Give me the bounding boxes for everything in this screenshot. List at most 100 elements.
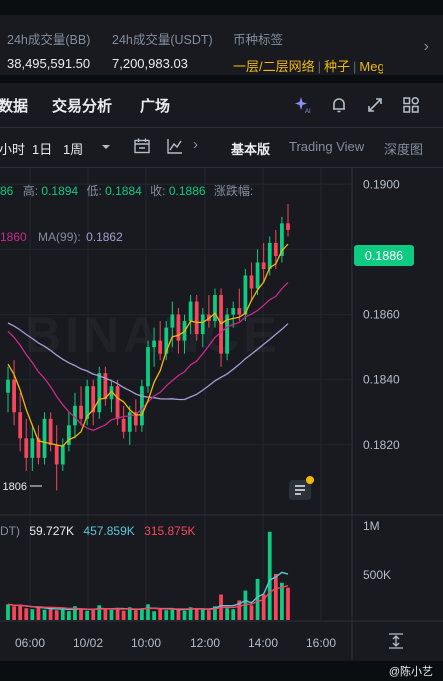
volume-ma5-value: 457.859K <box>83 524 135 538</box>
volume-bar <box>18 605 23 620</box>
ma7-line <box>7 243 289 447</box>
note-icon-dot <box>306 476 314 484</box>
volume-bars <box>6 531 290 620</box>
interval-hour[interactable]: 小时 <box>0 142 26 157</box>
candle-body <box>48 418 53 445</box>
candle-body <box>176 314 181 341</box>
stat-tags: 币种标签 一层/二层网络 | 种子 | Meg <box>233 29 383 75</box>
volume-bar <box>267 531 272 620</box>
price-tick-label: 0.1840 <box>363 373 400 387</box>
volume-bar <box>286 587 290 620</box>
candle-body <box>200 314 205 335</box>
grid-layout-icon[interactable] <box>401 95 421 115</box>
watermark: BINANCE <box>25 307 281 363</box>
candle-body <box>6 379 10 393</box>
interval-1w[interactable]: 1周 <box>63 142 84 157</box>
ma-readout: 1860 MA(99): 0.1862 <box>0 230 123 244</box>
candle-body <box>54 444 59 465</box>
candle-body <box>273 242 278 256</box>
candle-body <box>286 223 290 230</box>
time-tick-label: 06:00 <box>15 636 45 650</box>
interval-1d[interactable]: 1日 <box>32 142 53 157</box>
low-marker: 1806 <box>3 481 42 493</box>
candle-body <box>18 412 23 439</box>
candle-body <box>36 438 41 458</box>
chart-panel: 数据 交易分析 广场 AI 小时 1日 1周 <box>0 83 443 661</box>
caret-down-icon[interactable] <box>101 142 111 152</box>
ma99-value: 0.1862 <box>86 230 123 244</box>
volume-bar <box>6 604 10 620</box>
view-basic[interactable]: 基本版 <box>231 142 271 157</box>
volume-bar <box>146 604 150 620</box>
stat-label: 币种标签 <box>233 33 284 47</box>
candle-body <box>243 275 248 315</box>
volume-ma10-value: 315.875K <box>144 524 196 538</box>
candle-body <box>146 347 150 387</box>
close-label: 收: <box>150 184 166 198</box>
candle-body <box>85 386 90 419</box>
stat-volume-quote: 24h成交量(USDT) 7,200,983.03 <box>112 29 213 71</box>
tag-item[interactable]: 种子 <box>324 59 351 74</box>
bell-icon[interactable] <box>329 95 349 115</box>
volume-bar <box>42 609 47 620</box>
candles <box>6 203 290 491</box>
price-tick-label: 0.1820 <box>363 438 400 452</box>
volume-bar <box>91 610 96 620</box>
tab-data[interactable]: 数据 <box>0 98 29 115</box>
note-icon-lines <box>295 485 305 495</box>
ma25-value: 1860 <box>0 230 27 244</box>
ohlc-readout: 86 高: 0.1894 低: 0.1884 收: 0.1886 涨跌幅: <box>0 182 253 199</box>
open-value: 86 <box>0 184 14 198</box>
current-price-label: 0.1886 <box>365 249 403 263</box>
price-tick-label: 0.1860 <box>363 308 400 322</box>
volume-bar <box>152 611 156 620</box>
tab-square[interactable]: 广场 <box>140 98 171 115</box>
time-tick-label: 16:00 <box>306 636 336 650</box>
volume-bar <box>164 610 169 620</box>
tag-item[interactable]: 一层/二层网络 <box>233 59 315 74</box>
indicator-icon[interactable] <box>166 137 184 155</box>
view-tradingview[interactable]: Trading View <box>289 139 365 154</box>
low-marker-label: 1806 <box>3 481 27 493</box>
current-price-box <box>354 245 414 266</box>
candle-body <box>255 262 260 289</box>
volume-bar <box>182 610 187 620</box>
volume-bar <box>255 578 260 620</box>
candle-body <box>158 340 163 354</box>
volume-bar <box>188 607 193 620</box>
candle-body <box>280 223 284 256</box>
volume-bar <box>140 608 144 620</box>
chevron-right-icon[interactable]: › <box>423 38 429 55</box>
volume-bar <box>30 609 35 620</box>
volume-bar <box>115 609 120 620</box>
candle-body <box>231 308 236 315</box>
ai-sparkle-icon[interactable]: AI <box>293 95 313 115</box>
expand-icon[interactable] <box>365 95 385 115</box>
stat-value: 7,200,983.03 <box>112 56 188 71</box>
volume-bar <box>24 608 29 620</box>
candle-body <box>66 425 71 445</box>
calendar-icon[interactable] <box>133 137 151 155</box>
volume-bar <box>109 609 114 620</box>
tab-trade-analysis[interactable]: 交易分析 <box>52 98 113 115</box>
market-stats-bar: 24h成交量(BB) 38,495,591.50 24h成交量(USDT) 7,… <box>0 15 443 75</box>
chevron-right-icon[interactable]: › <box>193 136 198 153</box>
candle-body <box>121 418 126 432</box>
volume-ma10-line <box>7 584 289 611</box>
candle-body <box>103 373 108 400</box>
high-value: 0.1894 <box>41 184 79 198</box>
volume-axis: 1M 500K <box>363 519 391 582</box>
volume-bar <box>121 610 126 620</box>
volume-label: DT) <box>0 524 20 538</box>
high-label: 高: <box>22 184 39 198</box>
volume-tick-label: 1M <box>363 519 380 533</box>
volume-bar <box>48 608 53 620</box>
candle-body <box>164 327 169 354</box>
tag-item[interactable]: Meg <box>359 59 383 74</box>
candle-body <box>91 386 96 413</box>
low-value: 0.1884 <box>105 184 142 198</box>
volume-bar <box>231 609 236 620</box>
view-depth[interactable]: 深度图 <box>384 142 424 157</box>
